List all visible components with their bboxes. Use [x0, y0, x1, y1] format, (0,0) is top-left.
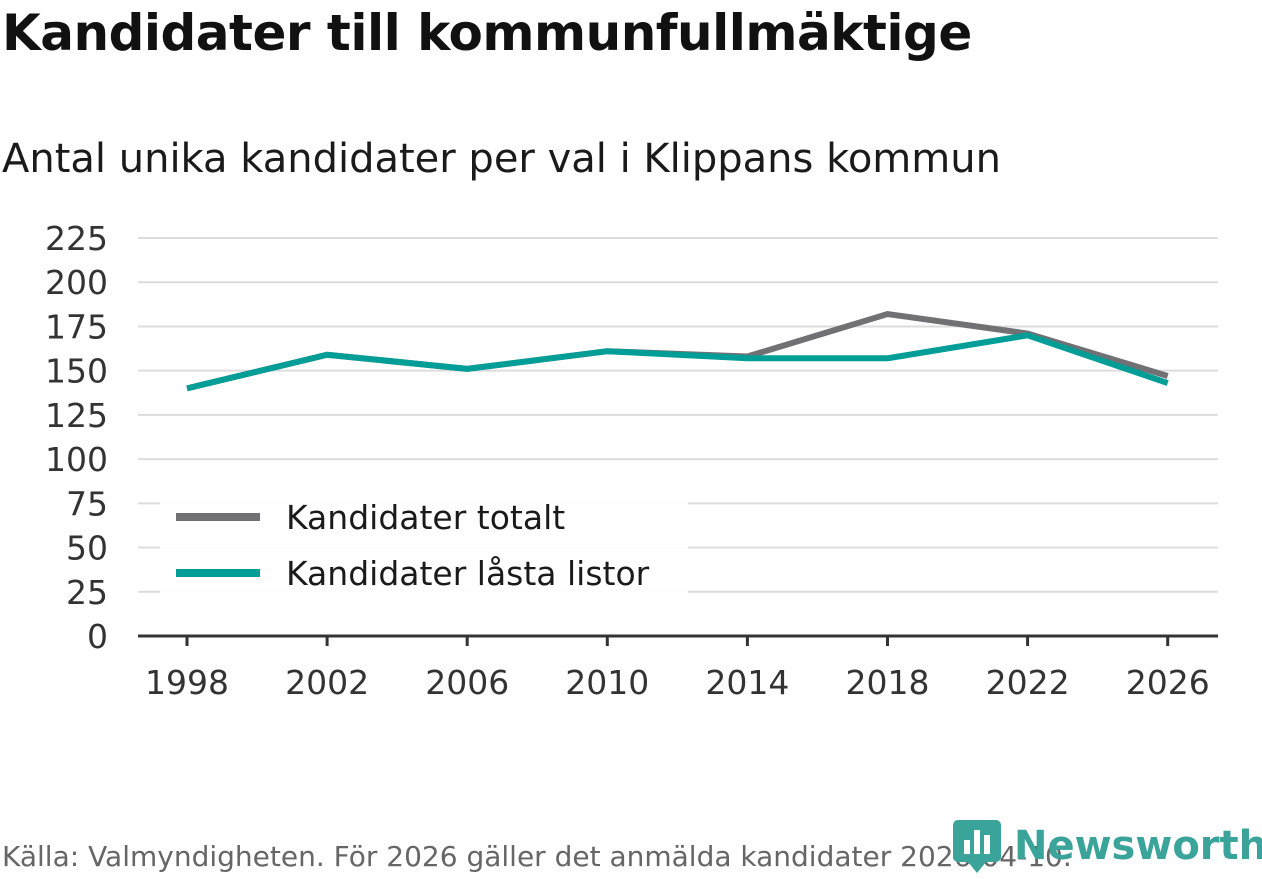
chart-title: Kandidater till kommunfullmäktige	[2, 4, 972, 62]
line-chart: 0 25 50 75 100 125 150 175 200 225 1998 2002 2006 20…	[45, 219, 1218, 702]
series-line-2	[186, 332, 1169, 392]
brand-name: Newsworthy	[1014, 823, 1262, 869]
y-axis-ticks: 0 25 50 75 100 125 150 175 200 225	[45, 219, 108, 656]
series-lines	[186, 311, 1169, 392]
brand-logo: Newsworthy	[952, 818, 1262, 874]
series-line-1	[186, 311, 1169, 392]
x-axis-ticks: 1998 2002 2006 2010 2014 2018 2022 2026	[145, 636, 1210, 702]
y-tick-label: 100	[45, 440, 108, 479]
x-tick-label: 2026	[1126, 663, 1210, 702]
legend-label-2: Kandidater låsta listor	[286, 554, 650, 593]
y-tick-label: 200	[45, 263, 108, 302]
y-tick-label: 75	[66, 484, 108, 523]
y-tick-label: 0	[87, 617, 108, 656]
legend-label-1: Kandidater totalt	[286, 498, 565, 537]
x-tick-label: 2014	[705, 663, 789, 702]
source-note: Källa: Valmyndigheten. För 2026 gäller d…	[2, 840, 1072, 873]
y-tick-label: 50	[66, 529, 108, 568]
legend: Kandidater totalt Kandidater låsta listor	[160, 493, 688, 597]
x-tick-label: 2022	[986, 663, 1070, 702]
y-tick-label: 175	[45, 307, 108, 346]
bar-chart-icon	[953, 820, 1001, 873]
y-tick-label: 25	[66, 573, 108, 612]
y-tick-label: 225	[45, 219, 108, 258]
y-tick-label: 150	[45, 352, 108, 391]
chart-subtitle: Antal unika kandidater per val i Klippan…	[2, 136, 1001, 182]
x-tick-label: 2018	[846, 663, 930, 702]
legend-box	[160, 493, 688, 597]
x-tick-label: 2006	[425, 663, 509, 702]
x-tick-label: 1998	[145, 663, 229, 702]
x-tick-label: 2010	[565, 663, 649, 702]
y-tick-label: 125	[45, 396, 108, 435]
x-tick-label: 2002	[285, 663, 369, 702]
